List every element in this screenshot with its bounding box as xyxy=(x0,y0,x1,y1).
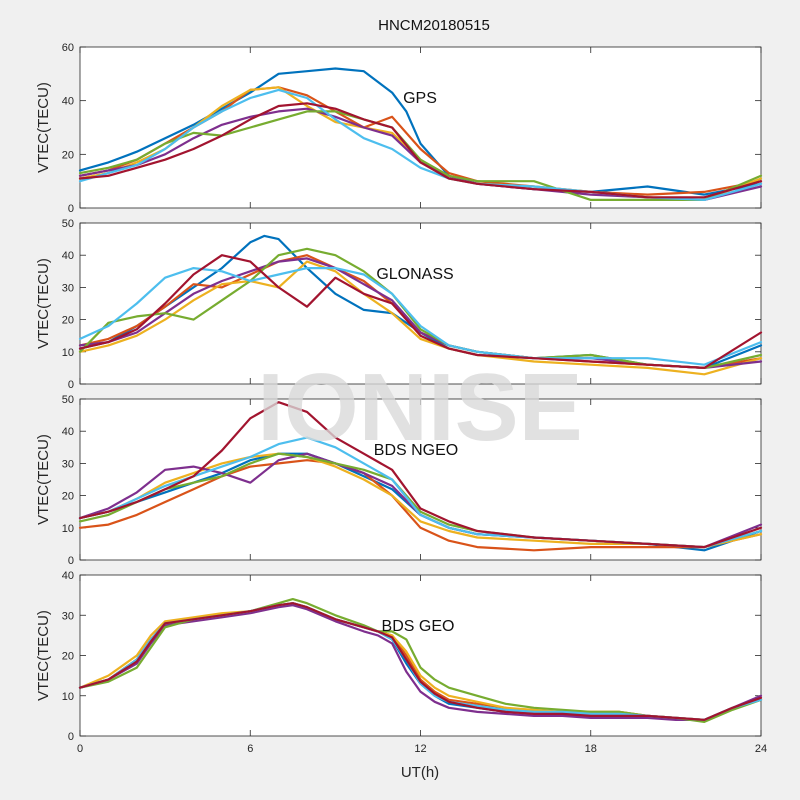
panel-2: 0 10 20 30 40 50 VTEC(TECU) BDS NGEO xyxy=(35,394,763,567)
y-tick-label: 40 xyxy=(62,570,74,582)
series-line xyxy=(78,604,763,721)
y-tick-label: 50 xyxy=(62,394,74,406)
y-tick-label: 30 xyxy=(62,458,74,470)
y-axis-label: VTEC(TECU) xyxy=(35,82,52,173)
y-tick-label: 10 xyxy=(62,347,74,359)
plot-area xyxy=(79,46,762,209)
panel-1: 0 10 20 30 40 50 VTEC(TECU) GLONASS xyxy=(35,218,763,391)
series-line xyxy=(78,602,763,721)
panel-title: GLONASS xyxy=(376,266,453,283)
series-line xyxy=(78,107,763,201)
y-tick-label: 20 xyxy=(62,149,74,161)
panel-title: GPS xyxy=(403,90,437,107)
y-tick-label: 30 xyxy=(62,610,74,622)
y-tick-label: 40 xyxy=(62,250,74,262)
y-tick-label: 20 xyxy=(62,315,74,327)
series-line xyxy=(78,102,763,199)
series-line xyxy=(78,110,763,201)
y-tick-label: 0 xyxy=(68,731,74,743)
y-tick-label: 40 xyxy=(62,426,74,438)
x-axis-label: UT(h) xyxy=(401,764,439,781)
y-tick-label: 40 xyxy=(62,96,74,108)
x-tick-label: 24 xyxy=(755,743,767,755)
y-tick-label: 0 xyxy=(68,379,74,391)
y-tick-label: 20 xyxy=(62,651,74,663)
y-tick-label: 10 xyxy=(62,523,74,535)
y-axis-label: VTEC(TECU) xyxy=(35,258,52,349)
x-tick-label: 18 xyxy=(585,743,597,755)
series-line xyxy=(78,260,763,376)
y-tick-label: 60 xyxy=(62,42,74,54)
series-line xyxy=(78,254,763,369)
series-line xyxy=(78,452,763,549)
plot-area xyxy=(79,398,762,561)
x-tick-label: 6 xyxy=(247,743,253,755)
y-tick-label: 0 xyxy=(68,555,74,567)
series-line xyxy=(78,267,763,366)
y-axis-label: VTEC(TECU) xyxy=(35,610,52,701)
x-tick-label: 12 xyxy=(414,743,426,755)
watermark: IONISE xyxy=(257,354,582,461)
y-tick-label: 30 xyxy=(62,282,74,294)
y-tick-label: 50 xyxy=(62,218,74,230)
panel-0: 0 20 40 60 VTEC(TECU) GPS xyxy=(35,42,763,215)
y-tick-label: 0 xyxy=(68,203,74,215)
y-tick-label: 20 xyxy=(62,491,74,503)
figure-title: HNCM20180515 xyxy=(378,17,490,34)
series-line xyxy=(78,401,763,549)
plot-area xyxy=(79,574,762,737)
series-line xyxy=(78,247,763,369)
y-axis-label: VTEC(TECU) xyxy=(35,434,52,525)
panel-3: 0 10 20 30 40 0 6 12 18 24 VTEC(TECU) BDS GEO xyxy=(35,570,767,755)
panel-title: BDS NGEO xyxy=(374,442,458,459)
y-tick-label: 10 xyxy=(62,691,74,703)
panel-title: BDS GEO xyxy=(382,618,455,635)
x-tick-label: 0 xyxy=(77,743,83,755)
